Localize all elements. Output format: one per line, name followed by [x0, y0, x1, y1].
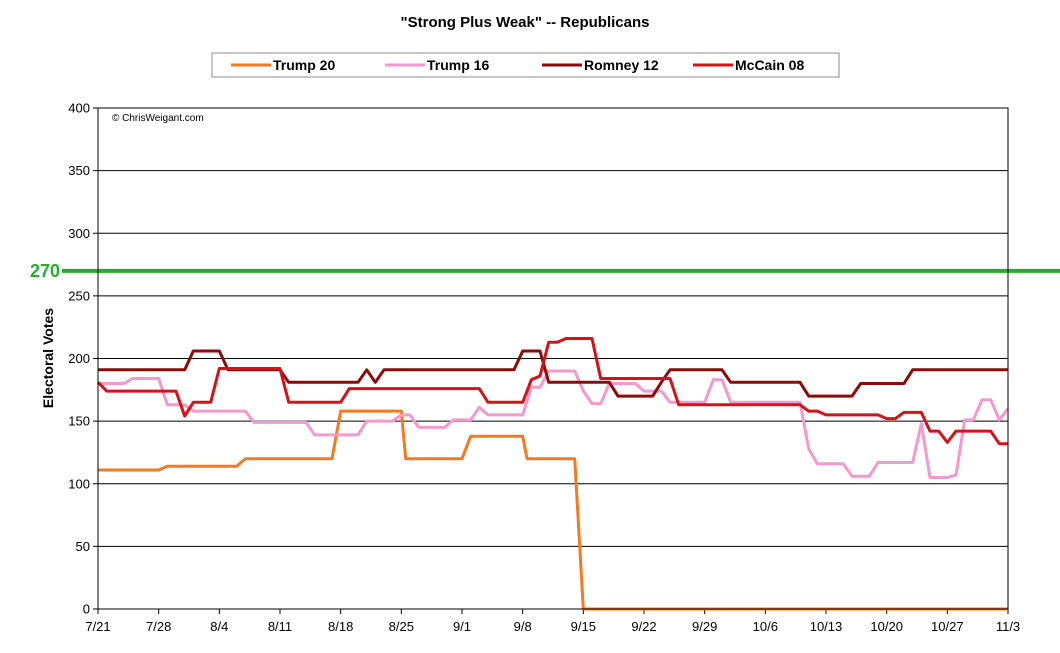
series-line-mccain-08 — [96, 337, 1008, 446]
x-tick-label: 10/13 — [810, 619, 843, 634]
series-line-romney-12 — [98, 349, 1008, 398]
x-tick-label: 9/29 — [692, 619, 717, 634]
x-tick-label: 10/20 — [870, 619, 903, 634]
x-tick-label: 11/3 — [996, 619, 1020, 634]
x-tick-label: 8/18 — [328, 619, 353, 634]
y-tick-label: 300 — [68, 226, 90, 241]
series-line-trump-20 — [98, 409, 1008, 611]
y-tick-label: 250 — [68, 288, 90, 303]
x-tick-label: 9/1 — [453, 619, 471, 634]
x-tick-label: 8/4 — [210, 619, 228, 634]
y-tick-label: 400 — [68, 101, 90, 116]
x-axis: 7/21 7/28 8/4 8/11 8/18 8/25 9/1 9/8 9/15 9/22 9/2… — [85, 609, 1020, 634]
x-tick-label: 9/8 — [514, 619, 532, 634]
x-tick-label: 8/25 — [389, 619, 414, 634]
x-tick-label: 8/11 — [268, 619, 292, 634]
x-tick-label: 9/22 — [631, 619, 656, 634]
series-lines — [96, 337, 1010, 611]
copyright-text: © ChrisWeigant.com — [112, 113, 204, 124]
legend-label: Romney 12 — [584, 57, 659, 73]
legend-label: Trump 20 — [273, 57, 335, 73]
y-tick-label: 100 — [68, 476, 90, 491]
gridlines — [98, 170, 1008, 547]
legend-label: Trump 16 — [427, 57, 489, 73]
chart-title: "Strong Plus Weak" -- Republicans — [401, 14, 650, 31]
y-tick-label: 50 — [76, 539, 90, 554]
x-tick-label: 9/15 — [571, 619, 596, 634]
x-tick-label: 7/28 — [146, 619, 171, 634]
legend-label: McCain 08 — [735, 57, 804, 73]
y-axis: 0 50 100 150 200 250 300 350 400 — [68, 101, 98, 617]
reference-line-label: 270 — [30, 261, 60, 281]
y-axis-label: Electoral Votes — [40, 308, 56, 408]
x-tick-label: 7/21 — [85, 619, 110, 634]
x-tick-label: 10/6 — [753, 619, 778, 634]
y-tick-label: 200 — [68, 351, 90, 366]
y-tick-label: 0 — [83, 602, 90, 617]
series-line-trump-16 — [98, 369, 1010, 479]
plot-area-border — [97, 107, 1009, 610]
reference-line: 270 — [30, 261, 1060, 281]
y-tick-label: 350 — [68, 163, 90, 178]
legend-box — [211, 52, 840, 78]
y-tick-label: 150 — [68, 414, 90, 429]
x-tick-label: 10/27 — [931, 619, 964, 634]
legend: Trump 20 Trump 16 Romney 12 McCain 08 — [211, 52, 840, 78]
